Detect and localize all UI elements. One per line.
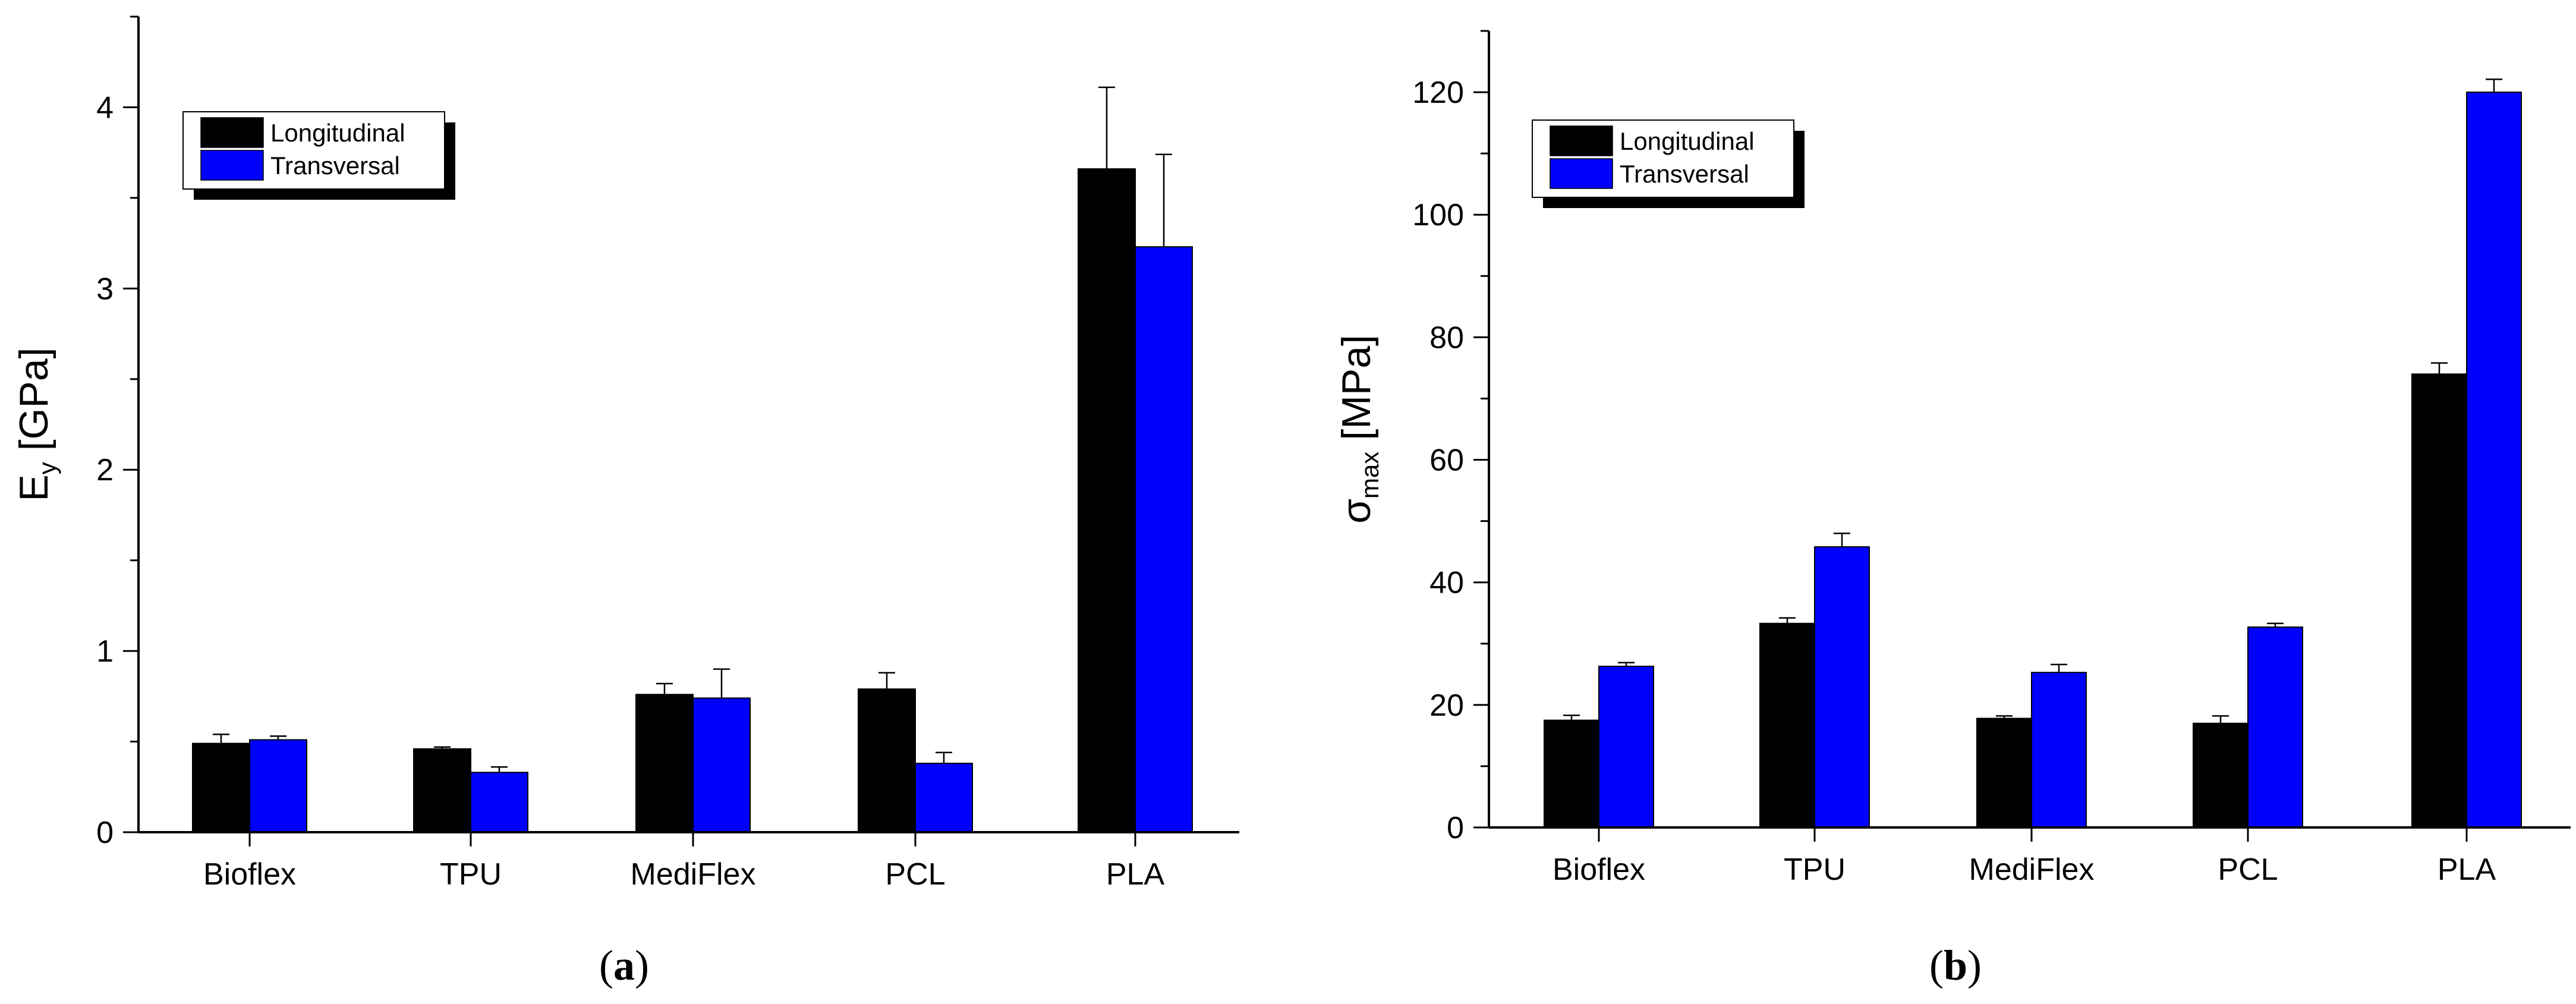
legend-label-transversal: Transversal	[1620, 160, 1749, 188]
legend-swatch-longitudinal	[1550, 125, 1613, 156]
x-tick-label-bioflex: Bioflex	[203, 857, 296, 892]
y-tick-label: 2	[96, 453, 114, 487]
bar-transversal-mediflex	[2031, 672, 2087, 828]
y-tick-label: 80	[1429, 320, 1464, 355]
x-tick-label-tpu: TPU	[440, 857, 502, 892]
legend-label-longitudinal: Longitudinal	[270, 119, 405, 147]
bar-longitudinal-pcl	[2193, 722, 2249, 829]
bar-longitudinal-bioflex	[192, 742, 250, 833]
bar-longitudinal-pla	[2411, 373, 2467, 828]
bar-longitudinal-tpu	[1759, 622, 1815, 829]
x-tick-label-pcl: PCL	[2218, 852, 2278, 887]
y-tick-label: 0	[96, 816, 114, 850]
y-tick-label: 4	[96, 90, 114, 125]
bar-longitudinal-mediflex	[635, 694, 694, 833]
bar-transversal-tpu	[470, 772, 528, 833]
bar-longitudinal-pla	[1078, 168, 1136, 833]
bar-transversal-pla	[1135, 246, 1193, 833]
y-tick-label: 3	[96, 272, 114, 306]
bar-transversal-mediflex	[692, 697, 751, 833]
x-tick-label-mediflex: MediFlex	[1969, 852, 2095, 887]
y-tick-label: 120	[1412, 75, 1464, 110]
x-tick-label-pcl: PCL	[885, 857, 945, 892]
y-axis-label: σmax [MPa]	[1334, 335, 1384, 524]
bar-transversal-bioflex	[1598, 665, 1654, 829]
bar-longitudinal-pcl	[858, 688, 916, 833]
chart-panel-b: 0 20 40 60 80 100 120 Bioflex TPU MediFlex PCL PLA σ…	[1334, 30, 2571, 989]
y-tick-label: 100	[1412, 198, 1464, 232]
x-tick-label-tpu: TPU	[1784, 852, 1846, 887]
chart-panel-a: 0 1 2 3 4 Bioflex TPU MediFlex PCL PLA Ey [GPa] Lon…	[11, 15, 1239, 989]
bar-transversal-bioflex	[249, 739, 307, 833]
panel-label: (b)	[1929, 942, 1982, 989]
legend-swatch-transversal	[200, 150, 264, 181]
y-tick-label: 20	[1429, 688, 1464, 723]
x-tick-label-pla: PLA	[2438, 852, 2496, 887]
x-tick-label-mediflex: MediFlex	[631, 857, 756, 892]
bar-longitudinal-tpu	[413, 748, 471, 833]
panel-label: (a)	[599, 942, 649, 989]
bar-transversal-pla	[2466, 92, 2522, 829]
y-axis-label: Ey [GPa]	[11, 347, 61, 501]
x-tick-label-bioflex: Bioflex	[1552, 852, 1645, 887]
y-tick-label: 40	[1429, 566, 1464, 600]
x-tick-label-pla: PLA	[1106, 857, 1165, 892]
bar-transversal-tpu	[1814, 546, 1870, 829]
y-tick-label: 1	[96, 634, 114, 669]
legend-label-transversal: Transversal	[270, 152, 400, 180]
y-tick-label: 60	[1429, 443, 1464, 478]
bar-transversal-pcl	[2247, 626, 2303, 828]
legend-swatch-longitudinal	[200, 117, 264, 148]
bar-transversal-pcl	[915, 763, 973, 833]
legend-swatch-transversal	[1550, 158, 1613, 189]
y-tick-label: 0	[1447, 811, 1464, 845]
bar-longitudinal-mediflex	[1976, 717, 2032, 828]
legend-label-longitudinal: Longitudinal	[1620, 127, 1755, 155]
bar-longitudinal-bioflex	[1544, 719, 1599, 828]
